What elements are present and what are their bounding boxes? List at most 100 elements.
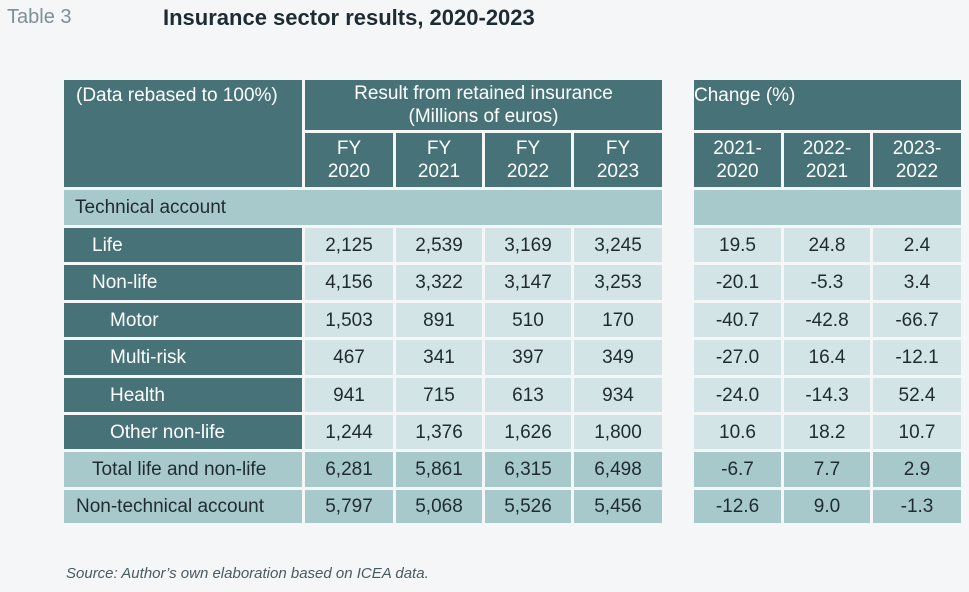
value-text: 6,281 (325, 459, 373, 480)
section-row-technical-account: Technical account (64, 190, 662, 225)
change-cell: -27.0 (694, 340, 781, 375)
change-text: -40.7 (715, 309, 760, 331)
value-cell: 4,156 (305, 265, 393, 300)
value-text: 1,503 (325, 309, 373, 331)
row-label: Health (64, 378, 302, 412)
year-header-line2: 2022 (506, 161, 550, 182)
value-text: 1,244 (325, 421, 373, 443)
row-label-text: Motor (110, 309, 159, 331)
row-label: Total life and non-life (64, 452, 302, 487)
value-text: 3,147 (504, 272, 552, 293)
value-cell: 170 (574, 303, 662, 337)
value-cell: 1,800 (574, 415, 662, 449)
change-text: -24.0 (715, 384, 760, 406)
value-cell: 715 (396, 378, 482, 412)
value-cell: 1,626 (485, 415, 571, 449)
value-cell: 1,244 (305, 415, 393, 449)
change-text: -14.3 (805, 384, 849, 406)
value-cell: 613 (485, 378, 571, 412)
result-group-line2: (Millions of euros) (408, 106, 559, 127)
result-group-line1: Result from retained insurance (354, 83, 613, 104)
row-label: Non-technical account (64, 490, 302, 523)
value-cell: 510 (485, 303, 571, 337)
change-cell: 2.9 (873, 452, 961, 487)
value-cell: 349 (574, 340, 662, 375)
value-text: 170 (602, 309, 634, 331)
year-header: FY 2023 (574, 133, 662, 187)
change-cell: -6.7 (694, 452, 781, 487)
value-text: 467 (333, 347, 365, 368)
value-text: 341 (423, 347, 455, 368)
value-cell: 341 (396, 340, 482, 375)
change-text: 16.4 (808, 347, 846, 368)
value-text: 2,125 (325, 234, 373, 256)
result-group-header: Result from retained insurance (Millions … (305, 80, 662, 130)
change-text: -42.8 (805, 309, 849, 331)
change-text: 19.5 (719, 234, 756, 256)
value-text: 3,322 (415, 272, 463, 293)
change-text: -6.7 (721, 459, 754, 480)
change-cell: -14.3 (784, 378, 870, 412)
value-cell: 1,376 (396, 415, 482, 449)
row-label: Multi-risk (64, 340, 302, 375)
value-text: 941 (333, 384, 365, 406)
value-cell: 5,861 (396, 452, 482, 487)
rebased-header: (Data rebased to 100%) (64, 80, 302, 187)
value-cell: 2,539 (396, 228, 482, 262)
value-text: 613 (512, 384, 544, 406)
row-label-text: Non-life (92, 272, 158, 293)
change-period-header: 2023- 2022 (873, 133, 961, 187)
change-cell: -20.1 (694, 265, 781, 300)
value-text: 5,797 (325, 496, 373, 517)
change-text: 24.8 (808, 234, 846, 256)
value-cell: 941 (305, 378, 393, 412)
change-header-line2: 2021 (805, 161, 849, 182)
value-cell: 3,245 (574, 228, 662, 262)
change-period-header: 2022- 2021 (784, 133, 870, 187)
change-cell: -42.8 (784, 303, 870, 337)
value-cell: 3,169 (485, 228, 571, 262)
value-cell: 6,281 (305, 452, 393, 487)
value-text: 3,245 (594, 234, 642, 256)
change-cell: -12.6 (694, 490, 781, 523)
value-cell: 6,498 (574, 452, 662, 487)
value-cell: 5,797 (305, 490, 393, 523)
year-header-line2: 2021 (417, 161, 461, 182)
year-header-line2: 2020 (327, 161, 371, 182)
value-cell: 5,456 (574, 490, 662, 523)
value-text: 5,068 (415, 496, 463, 517)
year-header-line1: FY (336, 138, 362, 159)
change-text: 9.0 (813, 496, 841, 517)
change-cell: 3.4 (873, 265, 961, 300)
value-cell: 3,322 (396, 265, 482, 300)
change-header-line2: 2022 (895, 161, 939, 182)
change-period-header: 2021- 2020 (694, 133, 781, 187)
change-cell: -5.3 (784, 265, 870, 300)
value-cell: 3,253 (574, 265, 662, 300)
value-text: 6,315 (504, 459, 552, 480)
change-cell: -66.7 (873, 303, 961, 337)
change-cell: -24.0 (694, 378, 781, 412)
change-cell: 18.2 (784, 415, 870, 449)
value-text: 3,169 (504, 234, 552, 256)
value-text: 4,156 (325, 272, 373, 293)
row-label: Motor (64, 303, 302, 337)
change-text: 3.4 (903, 272, 931, 293)
value-cell: 397 (485, 340, 571, 375)
value-cell: 5,526 (485, 490, 571, 523)
change-header-line1: 2022- (802, 138, 852, 159)
row-label-text: Total life and non-life (92, 459, 267, 480)
change-text: 2.4 (903, 234, 931, 256)
rebased-label: (Data rebased to 100%) (76, 85, 278, 106)
change-cell: 10.6 (694, 415, 781, 449)
change-group-header: Change (%) (694, 80, 961, 130)
year-header-line1: FY (426, 138, 452, 159)
change-cell: 9.0 (784, 490, 870, 523)
value-cell: 934 (574, 378, 662, 412)
table-label: Table 3 (7, 6, 72, 28)
year-header-line2: 2023 (596, 161, 640, 182)
value-text: 5,861 (415, 459, 463, 480)
change-cell: 19.5 (694, 228, 781, 262)
change-cell: 24.8 (784, 228, 870, 262)
value-text: 1,800 (594, 421, 642, 443)
